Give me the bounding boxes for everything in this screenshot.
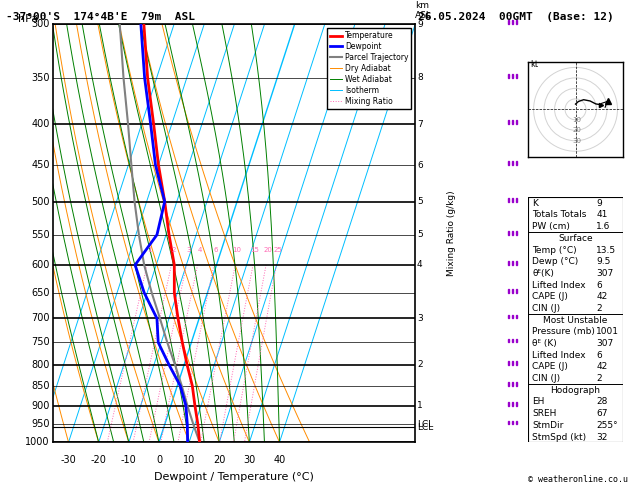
Text: 40: 40 xyxy=(274,455,286,465)
Text: 9: 9 xyxy=(417,20,423,29)
Text: 500: 500 xyxy=(31,197,50,207)
Text: CAPE (J): CAPE (J) xyxy=(532,363,568,371)
Text: 7: 7 xyxy=(417,120,423,129)
Text: 10: 10 xyxy=(233,247,242,253)
Text: 4: 4 xyxy=(198,247,202,253)
Text: 9: 9 xyxy=(596,199,602,208)
Text: StmDir: StmDir xyxy=(532,421,564,430)
Text: 6: 6 xyxy=(596,351,602,360)
Text: EH: EH xyxy=(532,398,545,406)
Text: 307: 307 xyxy=(596,269,613,278)
Text: 5: 5 xyxy=(417,197,423,206)
Text: 750: 750 xyxy=(31,337,50,347)
Text: 42: 42 xyxy=(596,292,608,301)
Text: K: K xyxy=(532,199,538,208)
Text: 41: 41 xyxy=(596,210,608,220)
Text: 950: 950 xyxy=(31,419,50,430)
Text: kt: kt xyxy=(530,60,538,69)
Text: 1.6: 1.6 xyxy=(596,222,611,231)
Text: 8: 8 xyxy=(417,73,423,82)
Text: 30: 30 xyxy=(243,455,255,465)
Text: 2: 2 xyxy=(171,247,175,253)
Text: Lifted Index: Lifted Index xyxy=(532,280,586,290)
Text: Mixing Ratio (g/kg): Mixing Ratio (g/kg) xyxy=(447,191,456,276)
Text: 10: 10 xyxy=(183,455,195,465)
Text: 42: 42 xyxy=(596,363,608,371)
Text: Surface: Surface xyxy=(558,234,593,243)
Text: 307: 307 xyxy=(596,339,613,348)
Text: 26.05.2024  00GMT  (Base: 12): 26.05.2024 00GMT (Base: 12) xyxy=(418,12,614,22)
Text: LCL: LCL xyxy=(417,423,433,432)
Text: 700: 700 xyxy=(31,313,50,324)
Text: θᴱ(K): θᴱ(K) xyxy=(532,269,554,278)
Text: -10: -10 xyxy=(121,455,136,465)
Text: 550: 550 xyxy=(31,230,50,240)
Text: 15: 15 xyxy=(250,247,259,253)
Text: CIN (J): CIN (J) xyxy=(532,374,560,383)
Text: θᴱ (K): θᴱ (K) xyxy=(532,339,557,348)
Text: 10: 10 xyxy=(572,117,581,123)
Text: 5: 5 xyxy=(417,230,423,239)
Text: 1001: 1001 xyxy=(596,327,620,336)
Text: 255°: 255° xyxy=(596,421,618,430)
Text: Hodograph: Hodograph xyxy=(550,386,601,395)
Text: 2: 2 xyxy=(596,374,602,383)
Text: 0: 0 xyxy=(156,455,162,465)
Text: 13.5: 13.5 xyxy=(596,245,616,255)
Text: 1000: 1000 xyxy=(25,437,50,447)
Text: 350: 350 xyxy=(31,73,50,83)
Text: 400: 400 xyxy=(31,119,50,129)
Text: 800: 800 xyxy=(31,360,50,370)
Text: Pressure (mb): Pressure (mb) xyxy=(532,327,595,336)
Text: 2: 2 xyxy=(596,304,602,313)
Text: 6: 6 xyxy=(213,247,218,253)
Text: Dewpoint / Temperature (°C): Dewpoint / Temperature (°C) xyxy=(154,471,314,482)
Text: hPa: hPa xyxy=(18,14,38,24)
Text: -37°00'S  174°4B'E  79m  ASL: -37°00'S 174°4B'E 79m ASL xyxy=(6,12,195,22)
Text: 20: 20 xyxy=(264,247,272,253)
Text: Dewp (°C): Dewp (°C) xyxy=(532,257,579,266)
Text: 3: 3 xyxy=(417,314,423,323)
Text: 900: 900 xyxy=(31,400,50,411)
Text: 600: 600 xyxy=(31,260,50,270)
Text: -30: -30 xyxy=(60,455,76,465)
Text: CIN (J): CIN (J) xyxy=(532,304,560,313)
Text: 450: 450 xyxy=(31,160,50,170)
Text: 9.5: 9.5 xyxy=(596,257,611,266)
Text: 32: 32 xyxy=(596,433,608,441)
Text: 20: 20 xyxy=(572,127,581,134)
Text: © weatheronline.co.uk: © weatheronline.co.uk xyxy=(528,474,629,484)
Text: Totals Totals: Totals Totals xyxy=(532,210,586,220)
Text: 4: 4 xyxy=(417,260,423,269)
Text: 6: 6 xyxy=(596,280,602,290)
Text: 2: 2 xyxy=(417,360,423,369)
Text: 28: 28 xyxy=(596,398,608,406)
Legend: Temperature, Dewpoint, Parcel Trajectory, Dry Adiabat, Wet Adiabat, Isotherm, Mi: Temperature, Dewpoint, Parcel Trajectory… xyxy=(327,28,411,109)
Text: StmSpd (kt): StmSpd (kt) xyxy=(532,433,586,441)
Text: 6: 6 xyxy=(417,160,423,170)
Text: 300: 300 xyxy=(31,19,50,29)
Text: Temp (°C): Temp (°C) xyxy=(532,245,577,255)
Text: 67: 67 xyxy=(596,409,608,418)
Text: 1: 1 xyxy=(417,401,423,410)
Text: 30: 30 xyxy=(572,138,581,144)
Text: 1: 1 xyxy=(147,247,151,253)
Text: SREH: SREH xyxy=(532,409,557,418)
Text: 650: 650 xyxy=(31,288,50,298)
Text: 25: 25 xyxy=(274,247,282,253)
Text: Most Unstable: Most Unstable xyxy=(543,315,608,325)
Text: -20: -20 xyxy=(91,455,106,465)
Text: Lifted Index: Lifted Index xyxy=(532,351,586,360)
Text: 3: 3 xyxy=(186,247,191,253)
Text: 20: 20 xyxy=(213,455,225,465)
Text: PW (cm): PW (cm) xyxy=(532,222,570,231)
Text: LCL: LCL xyxy=(417,420,433,429)
Text: CAPE (J): CAPE (J) xyxy=(532,292,568,301)
Text: 850: 850 xyxy=(31,381,50,391)
Text: km
ASL: km ASL xyxy=(415,0,432,20)
